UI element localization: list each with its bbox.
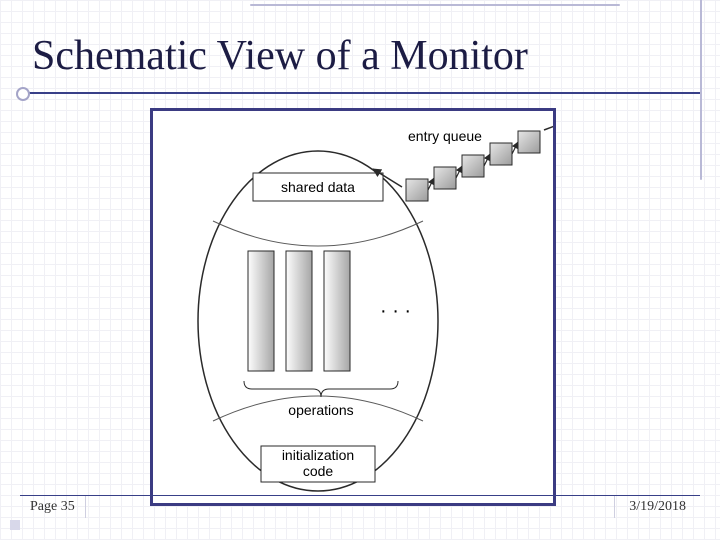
svg-text:initialization: initialization	[282, 447, 354, 463]
footer-bar: Page 35 3/19/2018	[20, 495, 700, 518]
svg-text:operations: operations	[288, 402, 353, 418]
title-underline	[20, 92, 700, 94]
diagram-frame: shared data initializationcode · · · operat…	[150, 108, 556, 506]
slide-title: Schematic View of a Monitor	[32, 32, 528, 80]
monitor-diagram: shared data initializationcode · · · operat…	[153, 111, 553, 503]
decorative-top-rule	[250, 4, 620, 6]
svg-text:entry queue: entry queue	[408, 128, 482, 144]
svg-text:code: code	[303, 463, 334, 479]
footer-spacer	[85, 496, 616, 518]
svg-text:· · ·: · · ·	[380, 300, 411, 322]
page-number: Page 35	[20, 499, 85, 515]
decorative-side-rule	[700, 0, 702, 180]
title-bullet-dot	[16, 87, 30, 101]
slide-date: 3/19/2018	[615, 499, 700, 515]
corner-ornament	[10, 520, 20, 530]
svg-text:shared data: shared data	[281, 179, 355, 195]
